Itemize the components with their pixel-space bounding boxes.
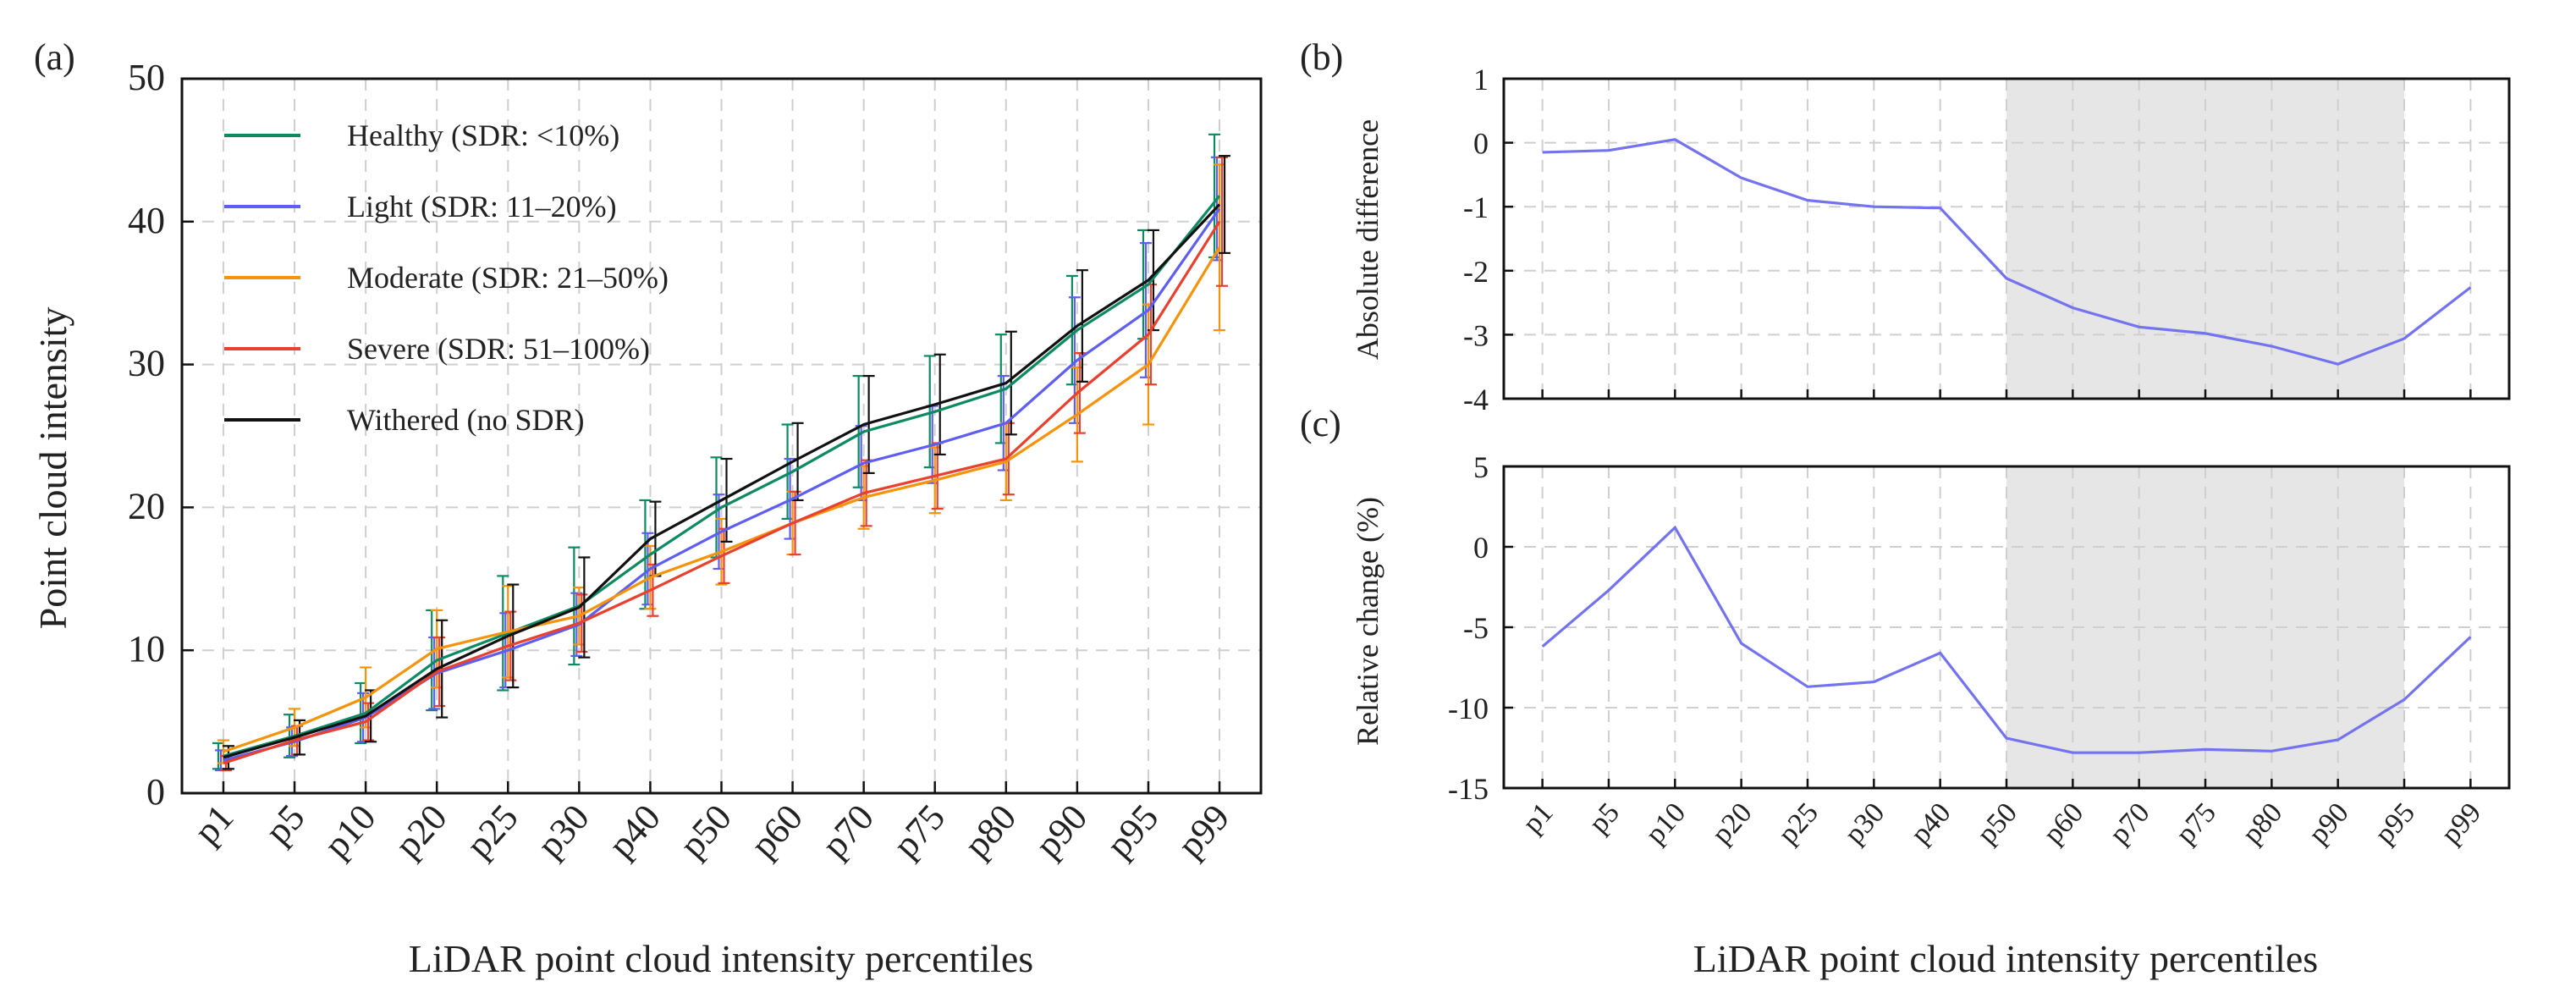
x-tick-label-c: p25 [1772, 797, 1825, 851]
error-bar-a-0 [283, 714, 296, 758]
y-tick-label-a: 50 [128, 57, 165, 98]
error-bar-a-4 [862, 375, 875, 474]
x-tick-label-c: p1 [1516, 797, 1559, 840]
y-tick-label-b: -4 [1463, 383, 1489, 416]
legend-label-3: Severe (SDR: 51–100%) [347, 332, 650, 366]
x-tick-label-c: p50 [1971, 797, 2023, 851]
chart-b: 1 0 -1 -2 -3 -4 [1463, 63, 2511, 416]
y-tick-label-b: -1 [1463, 190, 1489, 224]
xlabel-a: LiDAR point cloud intensity percentiles [409, 937, 1033, 980]
x-tick-label-a: p95 [1098, 797, 1167, 866]
error-bar-a-0 [212, 742, 224, 770]
y-tick-label-a: 30 [128, 343, 165, 384]
error-bar-a-4 [578, 556, 591, 659]
error-bar-a-3 [1216, 156, 1229, 287]
error-bar-a-4 [791, 422, 804, 502]
error-bar-a-0 [923, 355, 936, 469]
ylabel-a: Point cloud intensity [31, 307, 74, 630]
x-tick-label-a: p1 [186, 797, 242, 852]
panel-label-a: (a) [34, 36, 75, 78]
error-bar-a-1 [1068, 296, 1081, 424]
x-tick-label-a: p80 [956, 797, 1025, 866]
y-tick-label-c: 0 [1473, 531, 1489, 565]
x-tick-label-c: p5 [1583, 797, 1626, 840]
legend: Healthy (SDR: <10%) Light (SDR: 11–20%) Mo… [224, 119, 669, 437]
x-tick-label-a: p70 [814, 797, 883, 866]
x-tick-label-a: p60 [742, 797, 811, 866]
error-bar-a-3 [1073, 351, 1086, 434]
chart-c: 5 0 -5 -10 -15 p1 p5 p10 p20 p25 p30 p40 p50 p60 p70 p7… [1448, 450, 2511, 851]
legend-label-4: Withered (no SDR) [347, 403, 585, 437]
series-line-a-4 [223, 203, 1221, 759]
x-tick-label-c: p95 [2369, 797, 2421, 851]
panel-label-c: (c) [1300, 403, 1341, 444]
x-tick-label-c: p75 [2170, 797, 2222, 851]
error-bar-a-0 [781, 423, 794, 521]
y-tick-label-b: 1 [1473, 63, 1489, 96]
x-tick-label-a: p90 [1027, 797, 1096, 866]
x-tick-label-a: p75 [885, 797, 954, 866]
x-tick-label-a: p99 [1170, 797, 1238, 866]
x-tick-label-a: p10 [316, 797, 384, 866]
x-tick-label-c: p99 [2436, 797, 2488, 851]
error-bar-a-0 [852, 375, 865, 488]
error-bar-a-4 [1219, 155, 1231, 255]
y-tick-label-a: 0 [146, 771, 165, 813]
series-line-c-0 [1541, 525, 2472, 754]
x-tick-label-a: p25 [458, 797, 526, 866]
y-tick-label-c: -5 [1463, 611, 1489, 645]
x-tick-label-a: p50 [671, 797, 740, 866]
xlabel-bc: LiDAR point cloud intensity percentiles [1693, 937, 2318, 980]
y-tick-label-b: 0 [1473, 127, 1489, 161]
legend-label-1: Light (SDR: 11–20%) [347, 190, 617, 223]
series-line-a-1 [223, 207, 1221, 762]
ylabel-c: Relative change (%) [1351, 497, 1384, 746]
x-tick-label-c: p60 [2038, 797, 2090, 851]
series-line-a-3 [223, 220, 1221, 765]
x-tick-label-c: p90 [2303, 797, 2355, 851]
x-tick-label-c: p10 [1640, 797, 1693, 851]
x-tick-label-c: p20 [1706, 797, 1759, 851]
ylabel-b: Absolute difference [1351, 119, 1384, 360]
series-line-a-2 [223, 246, 1221, 753]
panel-label-b: (b) [1300, 36, 1343, 78]
x-tick-label-a: p40 [600, 797, 669, 866]
y-tick-label-a: 20 [128, 485, 165, 527]
y-tick-label-c: -15 [1448, 772, 1489, 806]
series-line-a-0 [223, 195, 1221, 758]
error-bar-a-4 [507, 583, 520, 689]
y-tick-label-a: 40 [128, 200, 165, 241]
y-tick-label-b: -2 [1463, 255, 1489, 289]
error-bar-a-4 [933, 353, 946, 456]
x-tick-label-c: p70 [2104, 797, 2156, 851]
x-tick-label-a: p5 [257, 797, 313, 852]
x-tick-label-a: p30 [529, 797, 597, 866]
x-tick-label-c: p30 [1839, 797, 1891, 851]
series-line-b-0 [1542, 138, 2472, 366]
legend-label-2: Moderate (SDR: 21–50%) [347, 261, 669, 295]
error-bar-a-3 [362, 702, 375, 742]
x-tick-label-a: p20 [387, 797, 455, 866]
x-tick-label-c: p40 [1905, 797, 1957, 851]
error-bar-a-1 [1139, 242, 1152, 378]
legend-label-0: Healthy (SDR: <10%) [347, 119, 619, 152]
x-tick-label-c: p80 [2237, 797, 2289, 851]
y-tick-label-b: -3 [1463, 318, 1489, 352]
y-tick-label-a: 10 [128, 628, 165, 670]
y-tick-label-c: 5 [1473, 450, 1489, 484]
y-tick-label-c: -10 [1448, 692, 1489, 725]
